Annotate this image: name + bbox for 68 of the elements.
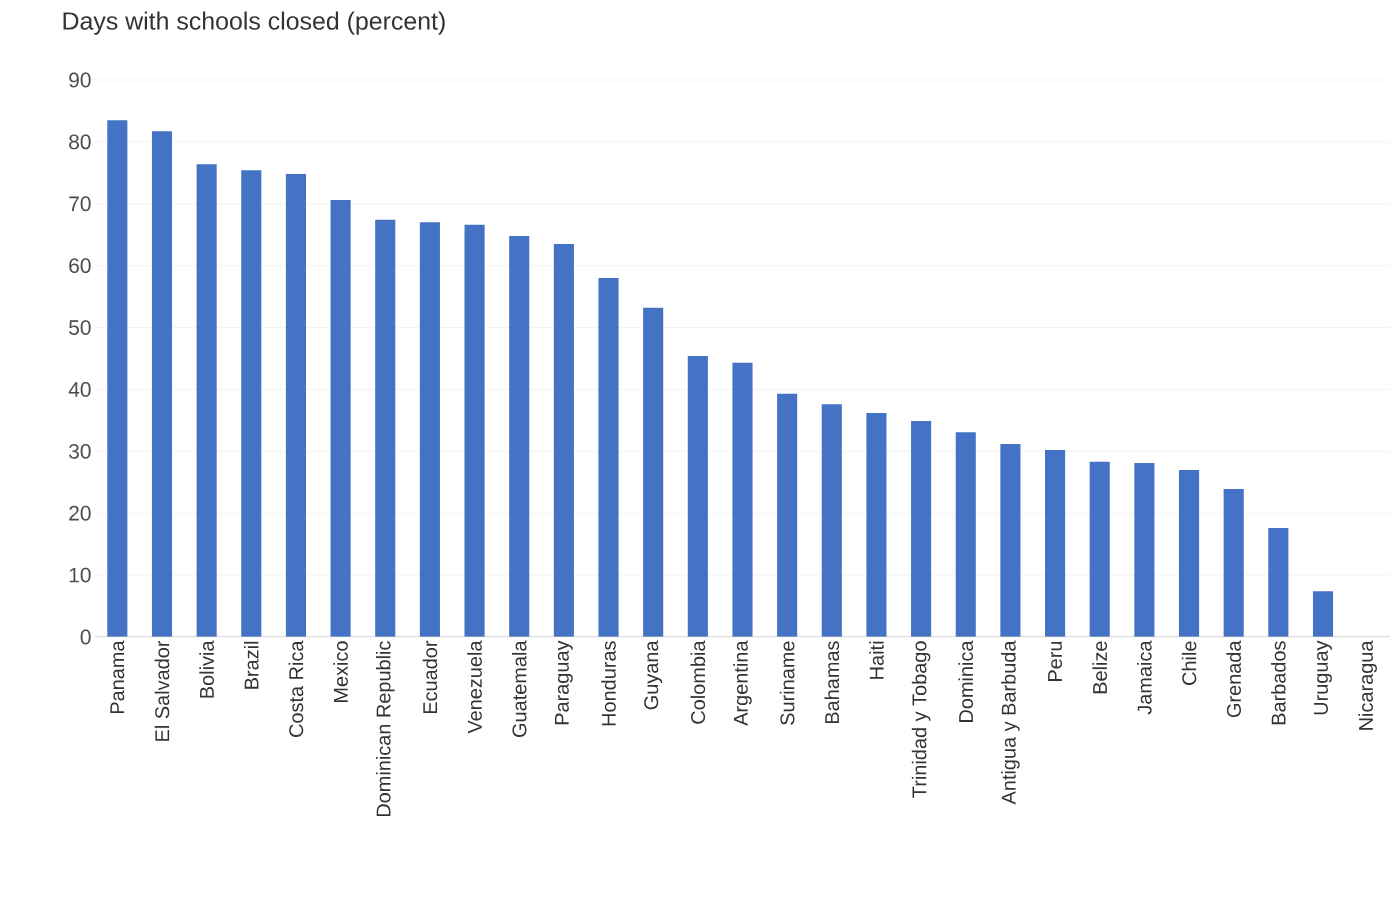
x-tick-label: Belize: [1092, 641, 1108, 694]
bar: [1045, 450, 1066, 637]
y-tick-label: 50: [69, 320, 91, 335]
bar: [821, 404, 842, 637]
y-tick-label: 20: [69, 505, 91, 521]
x-tick-label: Dominican Republic: [375, 641, 395, 817]
x-tick-label: Argentina: [733, 640, 752, 726]
x-tick-label: Ecuador: [422, 640, 438, 714]
x-tick-label: Venezuela: [467, 640, 482, 734]
x-tick-label: Honduras: [601, 641, 616, 726]
bar: [1000, 443, 1021, 637]
x-tick-label: Chile: [1181, 641, 1197, 685]
x-tick-label: Guatemala: [511, 640, 527, 737]
bar: [196, 164, 217, 637]
bar: [777, 393, 798, 637]
bar: [107, 120, 128, 637]
bar: [1268, 528, 1289, 637]
x-tick-label: Guyana: [644, 640, 663, 710]
x-tick-label: Dominica: [958, 640, 974, 722]
bar: [509, 235, 530, 637]
y-tick-label: 30: [69, 443, 91, 459]
bar: [419, 222, 440, 637]
bar: [241, 170, 262, 637]
y-tick-label: 80: [69, 134, 91, 150]
x-tick-label: Barbados: [1271, 641, 1286, 725]
bar: [151, 131, 173, 637]
chart-title: Days with schools closed (percent): [63, 11, 445, 35]
bar: [1312, 591, 1334, 637]
bar: [1134, 463, 1155, 637]
bar: [1089, 461, 1110, 637]
y-tick-label: 60: [69, 258, 91, 274]
bar: [330, 200, 351, 637]
bar: [1178, 469, 1200, 637]
bar: [955, 432, 976, 637]
bar: [598, 278, 619, 637]
x-tick-label: Mexico: [333, 641, 348, 702]
x-tick-label: Nicaragua: [1358, 640, 1377, 730]
x-tick-label: Haiti: [869, 641, 884, 679]
x-tick-label: El Salvador: [154, 640, 170, 741]
x-tick-label: Paraguay: [554, 640, 573, 725]
y-tick-label: 40: [68, 382, 91, 397]
x-tick-label: Brazil: [243, 641, 259, 689]
x-tick-label: Colombia: [690, 640, 706, 724]
y-tick-label: 0: [80, 629, 91, 645]
x-tick-label: Grenada: [1226, 640, 1241, 718]
x-tick-label: Suriname: [779, 641, 795, 725]
bar: [1223, 489, 1244, 637]
y-tick-label: 70: [69, 196, 91, 212]
bar: [285, 174, 306, 637]
bar: [464, 224, 485, 637]
x-tick-label: Antigua y Barbuda: [1001, 640, 1020, 805]
x-tick-label: Bahamas: [824, 641, 840, 724]
bar: [375, 219, 396, 637]
bar: [732, 362, 753, 637]
x-tick-label: Panama: [110, 640, 125, 714]
x-tick-label: Uruguay: [1314, 640, 1332, 715]
y-tick-label: 10: [69, 567, 91, 583]
bar: [687, 356, 708, 637]
x-tick-label: Peru: [1048, 641, 1063, 681]
x-tick-label: Bolivia: [199, 640, 214, 698]
x-tick-label: Jamaica: [1137, 640, 1152, 715]
y-tick-label: 90: [69, 72, 91, 88]
bar: [866, 412, 887, 637]
x-tick-label: Costa Rica: [288, 640, 304, 737]
bar: [553, 244, 574, 637]
bar: [643, 307, 664, 637]
bar: [911, 421, 932, 637]
x-tick-label: Trinidad y Tobago: [911, 641, 931, 798]
